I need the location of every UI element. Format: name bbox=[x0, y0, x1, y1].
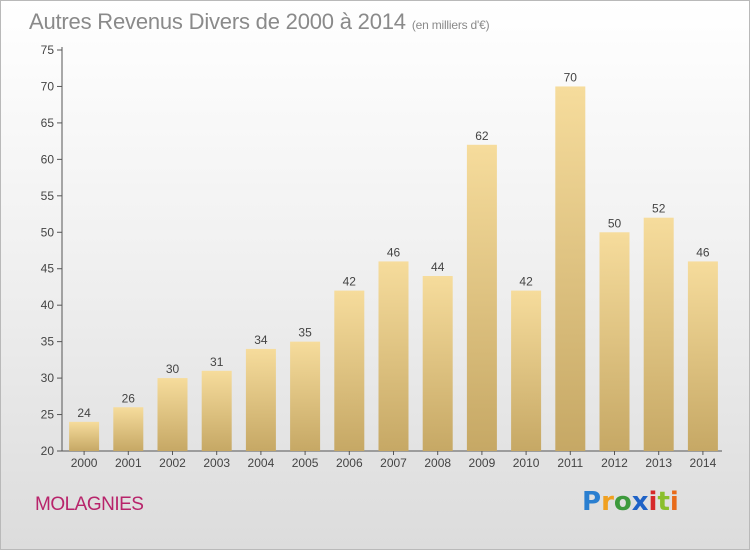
data-label: 35 bbox=[298, 326, 312, 340]
x-tick-label: 2003 bbox=[203, 456, 230, 470]
y-tick-label: 55 bbox=[41, 189, 55, 203]
x-tick-label: 2004 bbox=[248, 456, 275, 470]
bar bbox=[113, 407, 144, 451]
logo-letter: i bbox=[669, 487, 679, 517]
x-tick-label: 2002 bbox=[159, 456, 186, 470]
data-label: 44 bbox=[431, 260, 445, 274]
x-tick-label: 2009 bbox=[469, 456, 496, 470]
x-tick-label: 2013 bbox=[645, 456, 672, 470]
logo-letter: P bbox=[582, 487, 602, 517]
chart-subtitle: (en milliers d'€) bbox=[411, 18, 490, 32]
bar bbox=[422, 276, 453, 451]
data-label: 70 bbox=[564, 70, 578, 84]
bar bbox=[245, 348, 276, 451]
data-label: 62 bbox=[475, 129, 489, 143]
data-label: 46 bbox=[696, 245, 710, 259]
data-label: 42 bbox=[519, 275, 533, 289]
y-tick-label: 40 bbox=[41, 298, 55, 312]
y-tick-label: 20 bbox=[41, 444, 55, 458]
data-label: 26 bbox=[122, 391, 136, 405]
y-tick-label: 45 bbox=[41, 262, 55, 276]
y-tick-label: 50 bbox=[41, 225, 55, 239]
bar bbox=[687, 261, 718, 451]
commune-name: MOLAGNIES bbox=[35, 494, 144, 515]
x-tick-label: 2001 bbox=[115, 456, 142, 470]
data-label: 31 bbox=[210, 355, 224, 369]
y-tick-label: 75 bbox=[41, 43, 55, 57]
x-tick-label: 2010 bbox=[513, 456, 540, 470]
data-label: 50 bbox=[608, 216, 622, 230]
bar bbox=[643, 217, 674, 451]
logo-letter: x bbox=[631, 487, 649, 517]
x-tick-label: 2007 bbox=[380, 456, 407, 470]
chart-title-text: Autres Revenus Divers de 2000 à 2014 bbox=[29, 9, 406, 34]
data-label: 46 bbox=[387, 245, 401, 259]
bar bbox=[290, 341, 321, 451]
data-label: 34 bbox=[254, 333, 268, 347]
data-label: 52 bbox=[652, 202, 666, 216]
bar bbox=[599, 232, 630, 451]
y-tick-label: 65 bbox=[41, 116, 55, 130]
logo-letter: r bbox=[601, 487, 614, 517]
proxiti-logo[interactable]: Proxiti bbox=[582, 487, 679, 517]
y-tick-label: 70 bbox=[41, 79, 55, 93]
bar bbox=[334, 290, 365, 451]
data-label: 42 bbox=[343, 275, 357, 289]
x-tick-label: 2008 bbox=[424, 456, 451, 470]
data-label: 24 bbox=[77, 406, 91, 420]
x-tick-label: 2011 bbox=[557, 456, 583, 470]
x-tick-label: 2012 bbox=[601, 456, 628, 470]
logo-letter: i bbox=[648, 487, 658, 517]
x-tick-label: 2014 bbox=[690, 456, 717, 470]
bar bbox=[378, 261, 409, 451]
logo-letter: o bbox=[613, 487, 632, 517]
chart-title: Autres Revenus Divers de 2000 à 2014 (en … bbox=[29, 9, 490, 35]
bar bbox=[466, 144, 497, 452]
y-tick-label: 25 bbox=[41, 408, 55, 422]
x-tick-label: 2005 bbox=[292, 456, 319, 470]
data-label: 30 bbox=[166, 362, 180, 376]
bar bbox=[555, 86, 586, 452]
y-tick-label: 35 bbox=[41, 335, 55, 349]
y-tick-label: 60 bbox=[41, 152, 55, 166]
y-tick-label: 30 bbox=[41, 371, 55, 385]
bar bbox=[511, 290, 542, 451]
bar bbox=[157, 378, 188, 451]
x-tick-label: 2006 bbox=[336, 456, 363, 470]
bar bbox=[201, 370, 232, 451]
bar bbox=[69, 421, 100, 451]
logo-letter: t bbox=[657, 487, 670, 517]
x-tick-label: 2000 bbox=[71, 456, 98, 470]
